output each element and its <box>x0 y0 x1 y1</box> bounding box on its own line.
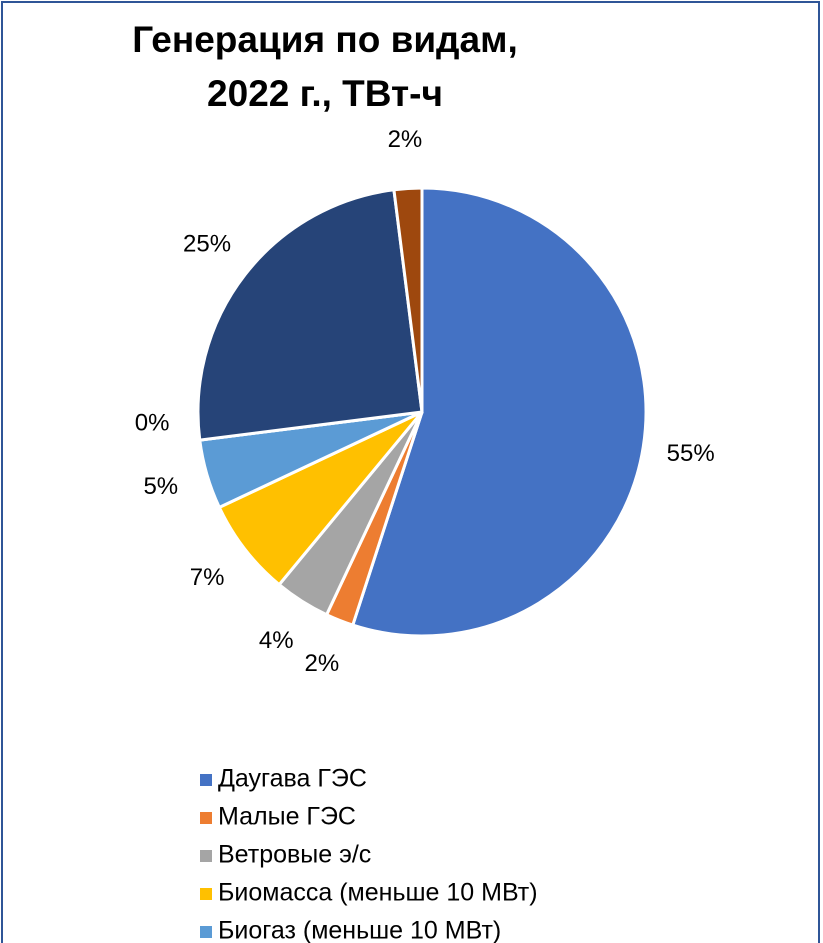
data-label: 2% <box>305 650 340 677</box>
pie-slice <box>392 186 424 413</box>
data-label: 0% <box>135 409 170 436</box>
legend-label: Даугава ГЭС <box>218 765 367 793</box>
legend-label: Ветровые э/с <box>218 841 371 869</box>
chart-title: 2022 г., ТВт-ч <box>207 73 443 114</box>
legend-label: Биогаз (меньше 10 МВт) <box>218 917 501 943</box>
data-label: 25% <box>183 231 231 258</box>
pie-slice <box>196 188 424 442</box>
legend-swatch <box>200 812 212 824</box>
legend-swatch <box>200 888 212 900</box>
legend-label: Биомасса (меньше 10 МВт) <box>218 879 538 907</box>
data-label: 7% <box>190 564 225 591</box>
chart-title: Генерация по видам, <box>132 19 518 60</box>
legend-swatch <box>200 926 212 938</box>
legend-label: Малые ГЭС <box>218 803 356 831</box>
data-label: 5% <box>143 473 178 500</box>
data-label: 55% <box>667 440 715 467</box>
data-label: 2% <box>388 126 423 153</box>
legend-swatch <box>200 774 212 786</box>
pie-slice <box>350 186 648 638</box>
data-label: 4% <box>259 627 294 654</box>
legend-swatch <box>200 850 212 862</box>
